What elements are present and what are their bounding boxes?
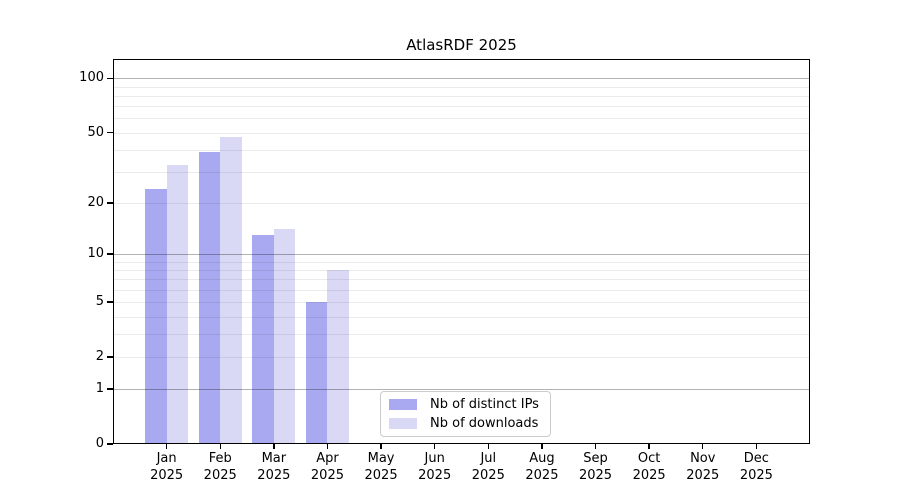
x-tick-label: Jan 2025 [150, 451, 184, 483]
legend-swatch-distinct-ips [389, 398, 417, 410]
x-tick [273, 444, 275, 449]
gridline-minor [113, 202, 810, 204]
gridline-major [113, 78, 810, 80]
legend-item: Nb of distinct IPs [389, 396, 539, 413]
y-tick-label: 2 [95, 348, 104, 364]
y-tick [107, 253, 113, 255]
legend-label: Nb of distinct IPs [430, 396, 539, 412]
y-tick [107, 202, 113, 204]
x-tick [165, 444, 168, 449]
x-tick [755, 444, 758, 449]
x-tick-label: Sep 2025 [578, 451, 613, 483]
x-tick [487, 444, 489, 449]
x-tick [380, 444, 382, 449]
bar-distinct-ips [145, 189, 167, 444]
chart-title: AtlasRDF 2025 [406, 36, 517, 54]
gridline-minor [113, 302, 810, 304]
gridline-minor [113, 261, 810, 263]
gridline-minor [113, 132, 810, 134]
gridline-minor [113, 269, 810, 271]
gridline-minor [113, 356, 810, 358]
gridline-minor [113, 289, 810, 291]
gridline-minor [113, 334, 810, 336]
bar-downloads [166, 164, 189, 444]
x-tick-label: Nov 2025 [686, 451, 720, 483]
y-tick-label: 0 [95, 436, 104, 451]
legend-swatch-downloads [389, 418, 417, 430]
bar-downloads [327, 269, 349, 444]
y-tick [107, 301, 113, 303]
y-tick [107, 77, 113, 80]
gridline-minor [113, 149, 810, 151]
x-tick-label: Jun 2025 [418, 451, 452, 483]
bar-distinct-ips [198, 151, 221, 444]
gridline-minor [113, 86, 810, 88]
y-tick-label: 50 [87, 124, 104, 140]
x-tick-label: Mar 2025 [257, 451, 291, 483]
bar-downloads [220, 137, 242, 444]
y-tick [107, 388, 113, 390]
x-tick-label: Jul 2025 [471, 451, 505, 483]
bar-downloads [273, 229, 296, 444]
x-tick-label: May 2025 [364, 451, 398, 483]
gridline-minor [113, 106, 810, 108]
y-tick [107, 443, 113, 445]
gridline-major [113, 389, 810, 391]
y-tick [107, 356, 113, 358]
x-tick [541, 444, 543, 449]
y-tick-label: 10 [87, 246, 104, 262]
legend-item: Nb of downloads [389, 416, 539, 433]
x-tick [433, 444, 436, 449]
plot-area [113, 59, 810, 444]
y-tick [107, 131, 113, 134]
y-tick-label: 5 [95, 294, 104, 310]
bar-distinct-ips [252, 234, 274, 444]
y-tick-label: 1 [95, 381, 104, 397]
x-tick [702, 444, 704, 449]
x-tick-label: Oct 2025 [632, 451, 666, 483]
gridline-minor [113, 95, 810, 97]
x-tick [648, 444, 650, 449]
gridline-minor [113, 118, 810, 120]
gridline-minor [113, 316, 810, 318]
y-tick-label: 20 [87, 194, 104, 210]
x-tick [219, 444, 221, 449]
gridline-minor [113, 279, 810, 281]
x-tick-label: Apr 2025 [310, 451, 344, 483]
y-tick-label: 100 [79, 70, 104, 86]
bar-distinct-ips [305, 302, 328, 444]
legend: Nb of distinct IPs Nb of downloads [380, 391, 551, 437]
x-tick-label: Dec 2025 [739, 451, 773, 483]
gridline-major [113, 254, 810, 256]
gridline-minor [113, 171, 810, 173]
x-tick [326, 444, 329, 449]
x-tick-label: Aug 2025 [525, 451, 559, 483]
legend-label: Nb of downloads [430, 416, 539, 432]
x-tick-label: Feb 2025 [203, 451, 237, 483]
x-tick [594, 444, 597, 449]
